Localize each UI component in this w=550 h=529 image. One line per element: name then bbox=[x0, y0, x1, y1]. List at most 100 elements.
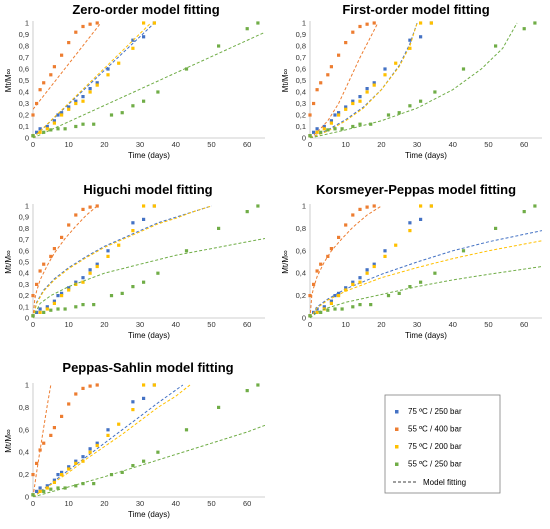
data-point bbox=[433, 271, 437, 275]
data-point bbox=[38, 130, 42, 134]
data-point bbox=[408, 104, 412, 108]
data-point bbox=[408, 46, 412, 50]
y-tick-label: 0,1 bbox=[19, 302, 29, 311]
data-point bbox=[256, 204, 260, 208]
data-point bbox=[88, 450, 92, 454]
data-point bbox=[74, 459, 78, 463]
legend-label: 55 ºC / 400 bar bbox=[408, 425, 462, 434]
y-tick-label: 0,6 bbox=[19, 246, 29, 255]
data-point bbox=[56, 113, 60, 117]
x-tick-label: 20 bbox=[377, 320, 385, 329]
data-point bbox=[386, 294, 391, 298]
y-tick-label: 0 bbox=[25, 493, 29, 502]
data-point bbox=[35, 282, 39, 286]
data-point bbox=[95, 81, 99, 85]
data-point bbox=[156, 90, 160, 94]
chart-title: Peppas-Sahlin model fitting bbox=[62, 360, 233, 375]
data-point bbox=[109, 473, 114, 477]
data-point bbox=[106, 433, 110, 437]
fit-line-2 bbox=[310, 205, 382, 318]
data-point bbox=[351, 213, 355, 217]
data-point bbox=[322, 305, 326, 309]
y-tick-label: 0,9 bbox=[19, 30, 29, 39]
data-point bbox=[131, 400, 135, 404]
data-point bbox=[60, 235, 64, 239]
data-point bbox=[337, 235, 341, 239]
y-tick-label: 0,7 bbox=[19, 235, 29, 244]
x-tick-label: 20 bbox=[377, 140, 385, 149]
data-point bbox=[315, 307, 319, 311]
data-point bbox=[319, 262, 323, 266]
y-tick-label: 0,2 bbox=[296, 111, 306, 120]
data-point bbox=[394, 243, 398, 247]
y-tick-label: 0,7 bbox=[296, 53, 306, 62]
x-tick-label: 10 bbox=[342, 320, 350, 329]
chart-title: Korsmeyer-Peppas model fitting bbox=[316, 182, 516, 197]
data-point bbox=[494, 44, 498, 48]
y-tick-label: 0,1 bbox=[19, 122, 29, 131]
data-point bbox=[31, 294, 35, 298]
y-tick-label: 1 bbox=[302, 202, 306, 211]
data-point bbox=[131, 221, 135, 225]
data-point bbox=[351, 280, 355, 284]
data-point bbox=[142, 280, 146, 284]
x-tick-label: 10 bbox=[65, 320, 73, 329]
fit-line-1 bbox=[310, 22, 418, 138]
data-point bbox=[131, 408, 135, 412]
data-point bbox=[533, 21, 537, 25]
x-tick-label: 40 bbox=[449, 140, 457, 149]
data-point bbox=[419, 204, 423, 208]
x-tick-label: 50 bbox=[207, 320, 215, 329]
data-point bbox=[106, 254, 110, 258]
data-point bbox=[81, 455, 85, 459]
data-point bbox=[60, 113, 64, 117]
x-tick-label: 10 bbox=[65, 140, 73, 149]
y-tick-label: 0,8 bbox=[19, 224, 29, 233]
data-point bbox=[88, 90, 92, 94]
x-tick-label: 50 bbox=[484, 140, 492, 149]
data-point bbox=[372, 83, 376, 87]
y-tick-label: 0,3 bbox=[19, 280, 29, 289]
data-point bbox=[397, 111, 401, 115]
x-tick-label: 50 bbox=[207, 140, 215, 149]
y-tick-label: 0,2 bbox=[296, 291, 306, 300]
data-point bbox=[142, 396, 146, 400]
data-point bbox=[60, 294, 64, 298]
data-point bbox=[340, 127, 344, 131]
data-point bbox=[52, 121, 56, 125]
data-point bbox=[49, 433, 53, 437]
x-axis-label: Time (days) bbox=[405, 151, 447, 160]
data-point bbox=[67, 402, 71, 406]
data-point bbox=[81, 459, 85, 463]
data-point bbox=[142, 21, 146, 25]
fit-line-4 bbox=[310, 22, 518, 138]
y-tick-label: 0,4 bbox=[296, 269, 306, 278]
fit-line-1 bbox=[310, 230, 542, 318]
data-point bbox=[74, 101, 78, 106]
data-point bbox=[333, 127, 337, 131]
data-point bbox=[344, 41, 348, 45]
data-point bbox=[35, 130, 39, 134]
data-point bbox=[49, 487, 53, 491]
x-tick-label: 40 bbox=[172, 320, 180, 329]
y-tick-label: 0,5 bbox=[296, 76, 306, 85]
y-tick-label: 0,8 bbox=[296, 224, 306, 233]
data-point bbox=[217, 44, 221, 48]
data-point bbox=[245, 27, 249, 31]
y-tick-label: 0,2 bbox=[19, 111, 29, 120]
data-point bbox=[81, 482, 85, 486]
data-point bbox=[351, 101, 355, 106]
data-point bbox=[109, 294, 114, 298]
data-point bbox=[358, 207, 362, 211]
chart-panel-1: Zero-order model fitting00,10,20,30,40,5… bbox=[4, 2, 265, 160]
data-point bbox=[344, 107, 348, 111]
data-point bbox=[56, 294, 60, 298]
data-point bbox=[333, 307, 337, 311]
data-point bbox=[358, 99, 362, 103]
x-tick-label: 20 bbox=[100, 499, 108, 508]
data-point bbox=[52, 247, 56, 251]
x-tick-label: 40 bbox=[172, 140, 180, 149]
data-point bbox=[131, 285, 135, 289]
data-point bbox=[120, 291, 124, 295]
data-point bbox=[106, 67, 110, 71]
